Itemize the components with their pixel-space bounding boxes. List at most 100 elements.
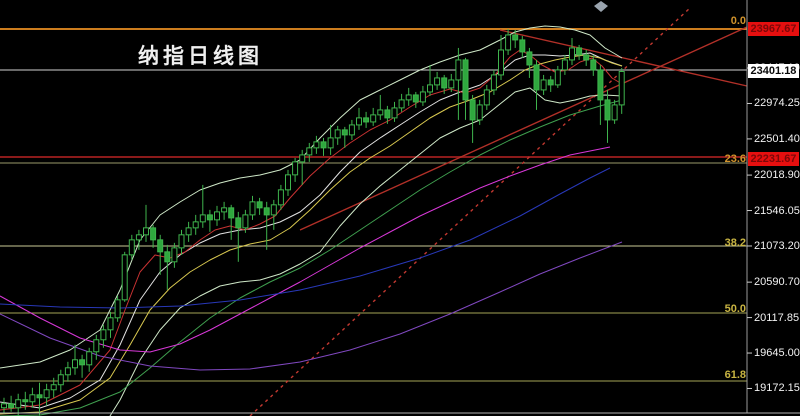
descending-trendline (499, 29, 748, 87)
candle (576, 44, 583, 60)
candle (86, 347, 93, 372)
candle (57, 369, 64, 392)
candle (128, 234, 135, 260)
candle (597, 64, 604, 125)
candle (469, 94, 476, 143)
candle (327, 124, 334, 155)
ascending-dashed-trendline (249, 7, 691, 416)
candle (256, 197, 263, 215)
candle (405, 87, 412, 106)
fib-ratio-label: 0.0 (730, 15, 746, 27)
candle (221, 201, 228, 220)
candle (391, 101, 398, 122)
axis-price-label: 20117.85 (754, 311, 800, 324)
candle (583, 49, 590, 66)
candle (533, 59, 540, 110)
candle (292, 157, 299, 182)
candle (561, 54, 568, 75)
candle (178, 229, 185, 255)
candle (512, 29, 519, 48)
candle (398, 93, 405, 112)
ma-purple (0, 241, 623, 371)
ascending-trendline (299, 26, 748, 231)
candle (277, 184, 284, 210)
candle (363, 111, 370, 128)
diamond-marker[interactable] (594, 1, 608, 12)
candle (370, 107, 377, 126)
candle (448, 73, 455, 92)
candle (192, 214, 199, 235)
candle (377, 94, 384, 120)
axis-price-label: 21546.05 (754, 204, 800, 217)
candle (604, 89, 611, 143)
candle (79, 354, 86, 378)
candle (483, 84, 490, 110)
candle (540, 74, 547, 95)
fib-ratio-label: 61.8 (724, 369, 746, 381)
candle (214, 205, 220, 226)
candle (313, 135, 320, 154)
bollinger-lower-band (109, 87, 623, 416)
candle (114, 295, 121, 322)
axis-price-label: 19172.15 (754, 382, 800, 395)
candle (8, 395, 15, 412)
bollinger-upper-band (0, 25, 623, 369)
candle (320, 137, 327, 156)
candle (306, 142, 313, 162)
candle (441, 74, 448, 94)
candle (135, 229, 142, 250)
candle (348, 119, 355, 140)
candle (434, 71, 441, 90)
axis-price-label: 22974.25 (754, 97, 800, 110)
fib-high-price-tag: 23967.67 (748, 22, 799, 36)
candle (15, 393, 22, 416)
candle (498, 34, 504, 80)
candle (412, 91, 419, 108)
axis-price-label: 22018.90 (754, 169, 800, 182)
candle (569, 37, 575, 65)
ma-yellow (0, 54, 623, 415)
fib-ratio-label: 50.0 (724, 303, 746, 315)
candle (476, 99, 483, 125)
candle (299, 149, 306, 185)
candle (50, 377, 57, 398)
candle (143, 204, 149, 242)
chart-title: 纳指日线图 (138, 45, 263, 68)
candle (100, 324, 107, 348)
candle (590, 54, 597, 76)
candle (121, 251, 128, 302)
candle (249, 195, 256, 220)
candle (93, 334, 100, 360)
candle (384, 105, 391, 124)
candle (618, 67, 625, 114)
candle (285, 169, 291, 196)
candle (157, 234, 164, 275)
candle (356, 107, 362, 130)
candle (171, 242, 178, 268)
candle (199, 184, 206, 228)
candle (29, 387, 36, 408)
candle (64, 361, 71, 382)
candle (270, 199, 277, 230)
candle (206, 209, 213, 232)
candle (228, 204, 235, 240)
candle (150, 224, 157, 248)
candle (36, 382, 43, 416)
ma-blue (0, 167, 611, 309)
axis-price-label: 22501.40 (754, 132, 800, 145)
candle (242, 209, 249, 233)
candle (490, 69, 497, 95)
candle (519, 35, 526, 58)
candle (263, 201, 270, 250)
bollinger-middle-band (0, 52, 623, 409)
candle (185, 221, 192, 242)
candle (1, 397, 7, 414)
axis-price-label: 20590.70 (754, 276, 800, 289)
candle (611, 99, 618, 124)
candle (462, 57, 469, 120)
candle (505, 28, 512, 55)
candle (107, 311, 114, 338)
candle (455, 47, 462, 120)
candle (334, 125, 341, 145)
